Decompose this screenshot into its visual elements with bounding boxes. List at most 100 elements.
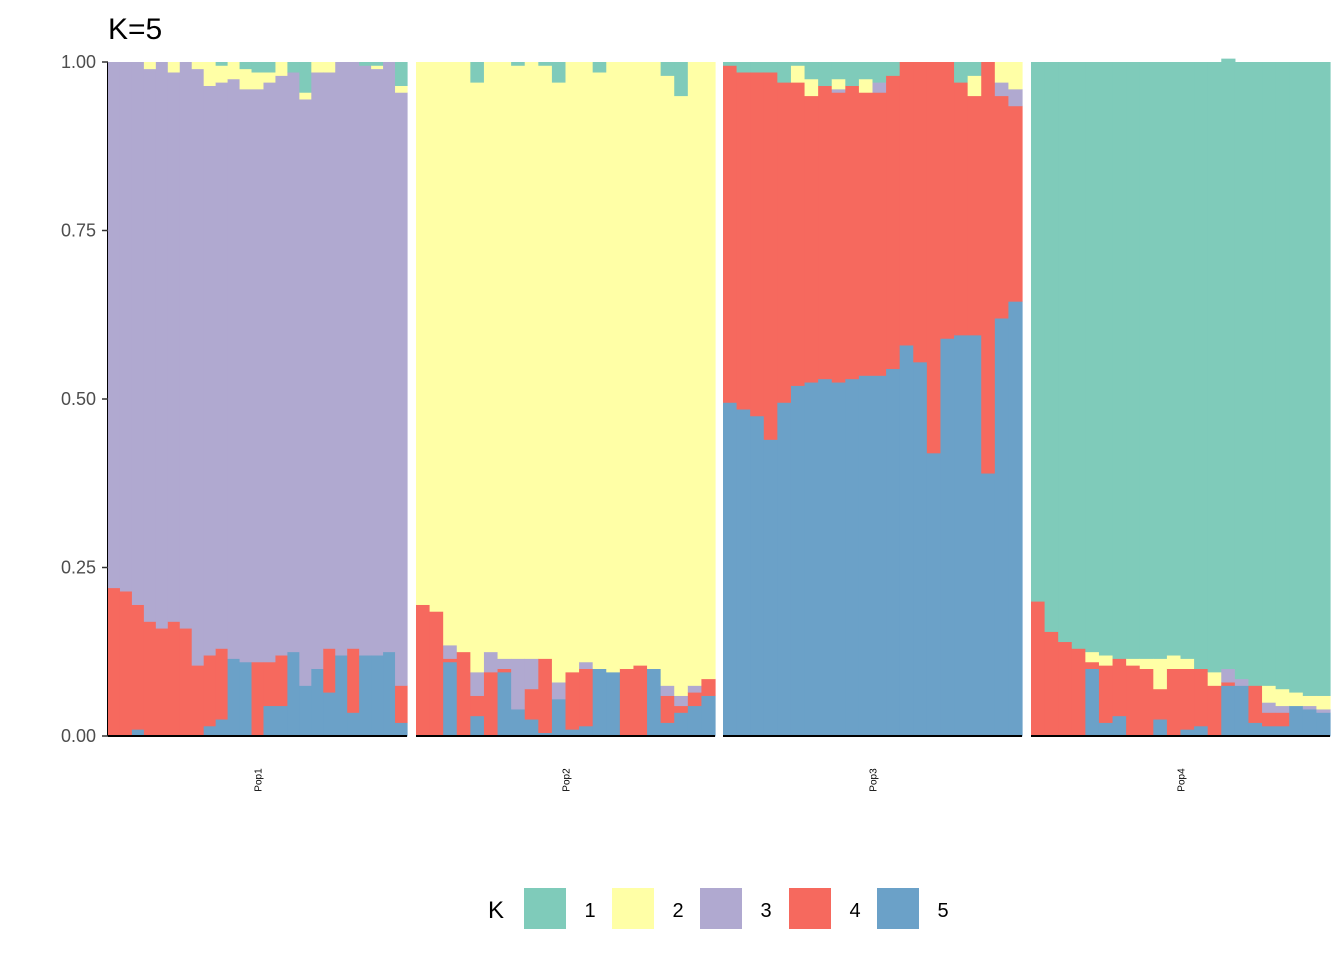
bar-segment-k3: [674, 695, 689, 707]
bar-segment-k4: [994, 95, 1010, 319]
bar-segment-k3: [299, 99, 312, 686]
bar-segment-k2: [456, 62, 471, 653]
bar-segment-k2: [1153, 658, 1168, 690]
bar-segment-k2: [1289, 692, 1304, 707]
bar-segment-k5: [371, 655, 384, 737]
bar-segment-k4: [886, 75, 901, 370]
bar-segment-k5: [831, 382, 846, 737]
bar-segment-k1: [845, 62, 860, 86]
bar-segment-k5: [524, 719, 539, 737]
bar-segment-k4: [899, 62, 914, 346]
bar-segment-k3: [155, 62, 169, 629]
bar-segment-k2: [1302, 695, 1318, 707]
bar-segment-k5: [1234, 685, 1250, 737]
bar-segment-k2: [606, 62, 621, 673]
legend-item-3: 3: [700, 888, 772, 929]
bar-segment-k5: [818, 378, 833, 737]
bar-segment-k2: [227, 62, 241, 80]
bar-segment-k4: [858, 92, 874, 376]
bar-segment-k1: [551, 62, 567, 83]
bar-segment-k5: [723, 402, 738, 737]
panel-label: Pop1: [254, 768, 265, 792]
bar-segment-k1: [359, 62, 372, 66]
legend-item-4: 4: [789, 888, 861, 929]
bar-segment-k3: [131, 62, 145, 605]
bar-segment-k1: [299, 62, 312, 93]
bar-segment-k2: [311, 62, 324, 73]
bar-segment-k4: [954, 82, 969, 336]
bar-segment-k4: [831, 92, 846, 383]
bar-segment-k3: [263, 82, 277, 663]
bar-segment-k2: [647, 62, 662, 669]
bar-segment-k4: [1153, 688, 1168, 720]
bar-segment-k4: [1098, 665, 1114, 723]
bar-segment-k5: [239, 661, 253, 737]
bar-segment-k2: [538, 65, 553, 659]
bar-segment-k3: [371, 68, 384, 656]
bar-segment-k2: [592, 72, 607, 670]
bar-segment-k5: [981, 473, 996, 737]
bar-segment-k1: [790, 62, 806, 66]
bar-segment-k1: [1153, 62, 1168, 659]
bar-segment-k2: [1316, 695, 1331, 710]
bar-segment-k1: [777, 62, 792, 83]
bar-segment-k3: [335, 62, 348, 656]
bar-segment-k2: [1098, 655, 1114, 666]
bar-segment-k2: [429, 62, 444, 612]
bar-segment-k4: [701, 678, 716, 696]
bar-segment-k1: [239, 62, 253, 70]
bar-segment-k4: [215, 648, 229, 720]
bar-segment-k5: [335, 655, 348, 737]
bar-segment-k4: [565, 671, 580, 730]
bar-segment-k2: [395, 85, 408, 93]
bar-segment-k2: [1275, 688, 1290, 707]
bar-segment-k4: [347, 648, 360, 713]
bar-segment-k1: [592, 62, 607, 73]
legend-label: 3: [760, 900, 771, 922]
bar-segment-k1: [1248, 62, 1263, 686]
bar-segment-k1: [1031, 62, 1046, 602]
bar-segment-k4: [155, 628, 169, 737]
bar-segment-k5: [994, 318, 1010, 737]
legend-key: [612, 888, 654, 929]
bar-segment-k5: [872, 375, 887, 737]
bar-segment-k3: [323, 72, 336, 649]
bar-segment-k1: [263, 62, 277, 73]
bar-segment-k1: [858, 62, 874, 80]
bar-segment-k4: [1194, 668, 1209, 727]
legend-key: [524, 888, 566, 929]
bar-segment-k4: [777, 82, 792, 403]
bar-segment-k4: [1275, 712, 1290, 727]
bar-segment-k3: [347, 62, 360, 649]
bar-segment-k5: [395, 722, 408, 737]
bar-segment-k5: [1289, 705, 1304, 737]
bar-segment-k4: [179, 628, 193, 737]
bar-segment-k2: [1180, 658, 1195, 669]
bar-segment-k1: [736, 62, 751, 73]
bar-segment-k1: [1098, 62, 1114, 656]
bar-segment-k5: [736, 409, 751, 737]
bar-segment-k3: [660, 685, 675, 696]
bar-segment-k2: [701, 62, 716, 680]
legend-key: [789, 888, 831, 929]
bar-segment-k3: [143, 68, 157, 622]
bar-segment-k1: [818, 62, 833, 86]
bar-segment-k4: [470, 695, 485, 717]
legend-label: 4: [849, 900, 860, 922]
bar-segment-k2: [511, 65, 526, 659]
bar-segment-k5: [347, 712, 360, 737]
bar-segment-k4: [1031, 601, 1046, 737]
bar-segment-k5: [359, 655, 372, 737]
bar-segment-k2: [994, 62, 1010, 83]
y-tick-label: 0.50: [61, 389, 96, 409]
bar-segment-k2: [299, 92, 312, 100]
bar-segment-k4: [579, 668, 594, 727]
bar-segment-k2: [275, 62, 288, 76]
bar-segment-k4: [1071, 648, 1086, 737]
bar-segment-k4: [804, 95, 819, 383]
bar-segment-k4: [660, 695, 675, 723]
bar-segment-k4: [1008, 105, 1023, 302]
bar-segment-k2: [579, 62, 594, 663]
bar-segment-k1: [886, 62, 901, 76]
